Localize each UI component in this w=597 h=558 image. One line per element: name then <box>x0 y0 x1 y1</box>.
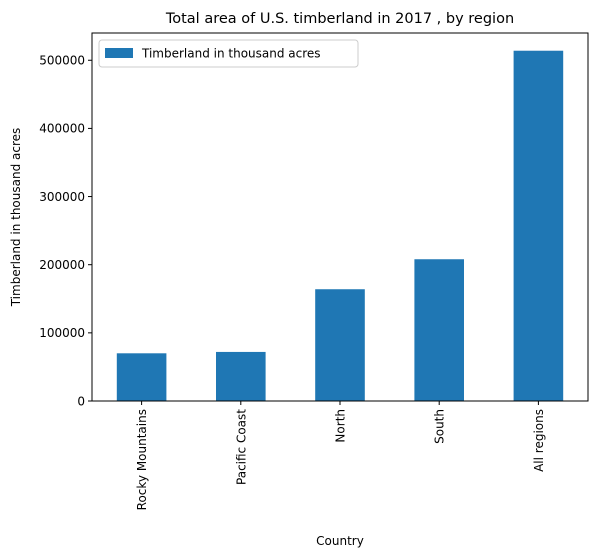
x-tick-label: North <box>334 409 348 443</box>
x-axis-label: Country <box>316 534 364 548</box>
y-tick-label: 0 <box>77 394 85 408</box>
bar-pacific-coast <box>216 351 266 401</box>
plot-frame <box>91 32 589 402</box>
bar-south <box>414 259 464 401</box>
y-tick-label: 400000 <box>39 122 85 136</box>
x-tick-label: Rocky Mountains <box>135 409 149 510</box>
legend: Timberland in thousand acres <box>98 39 359 68</box>
y-tick-label: 200000 <box>39 258 85 272</box>
bar-all-regions <box>513 50 564 401</box>
bars-layer <box>116 50 564 401</box>
x-tick-label: South <box>433 409 447 444</box>
bar-rocky-mountains <box>116 353 167 401</box>
x-tick-label: All regions <box>532 409 546 472</box>
x-axis: Rocky Mountains Pacific Coast North South Al… <box>135 401 546 510</box>
y-tick-label: 500000 <box>39 54 85 68</box>
bar-north <box>315 289 365 401</box>
chart-title: Total area of U.S. timberland in 2017 , … <box>165 11 514 27</box>
legend-frame <box>98 39 359 68</box>
legend-swatch <box>105 48 133 58</box>
legend-label: Timberland in thousand acres <box>141 47 321 61</box>
y-tick-label: 300000 <box>39 190 85 204</box>
y-axis-label: Timberland in thousand acres <box>9 128 23 308</box>
y-tick-label: 100000 <box>39 326 85 340</box>
y-axis: 0 100000 200000 300000 400000 500000 <box>39 54 92 408</box>
x-tick-label: Pacific Coast <box>234 409 248 485</box>
